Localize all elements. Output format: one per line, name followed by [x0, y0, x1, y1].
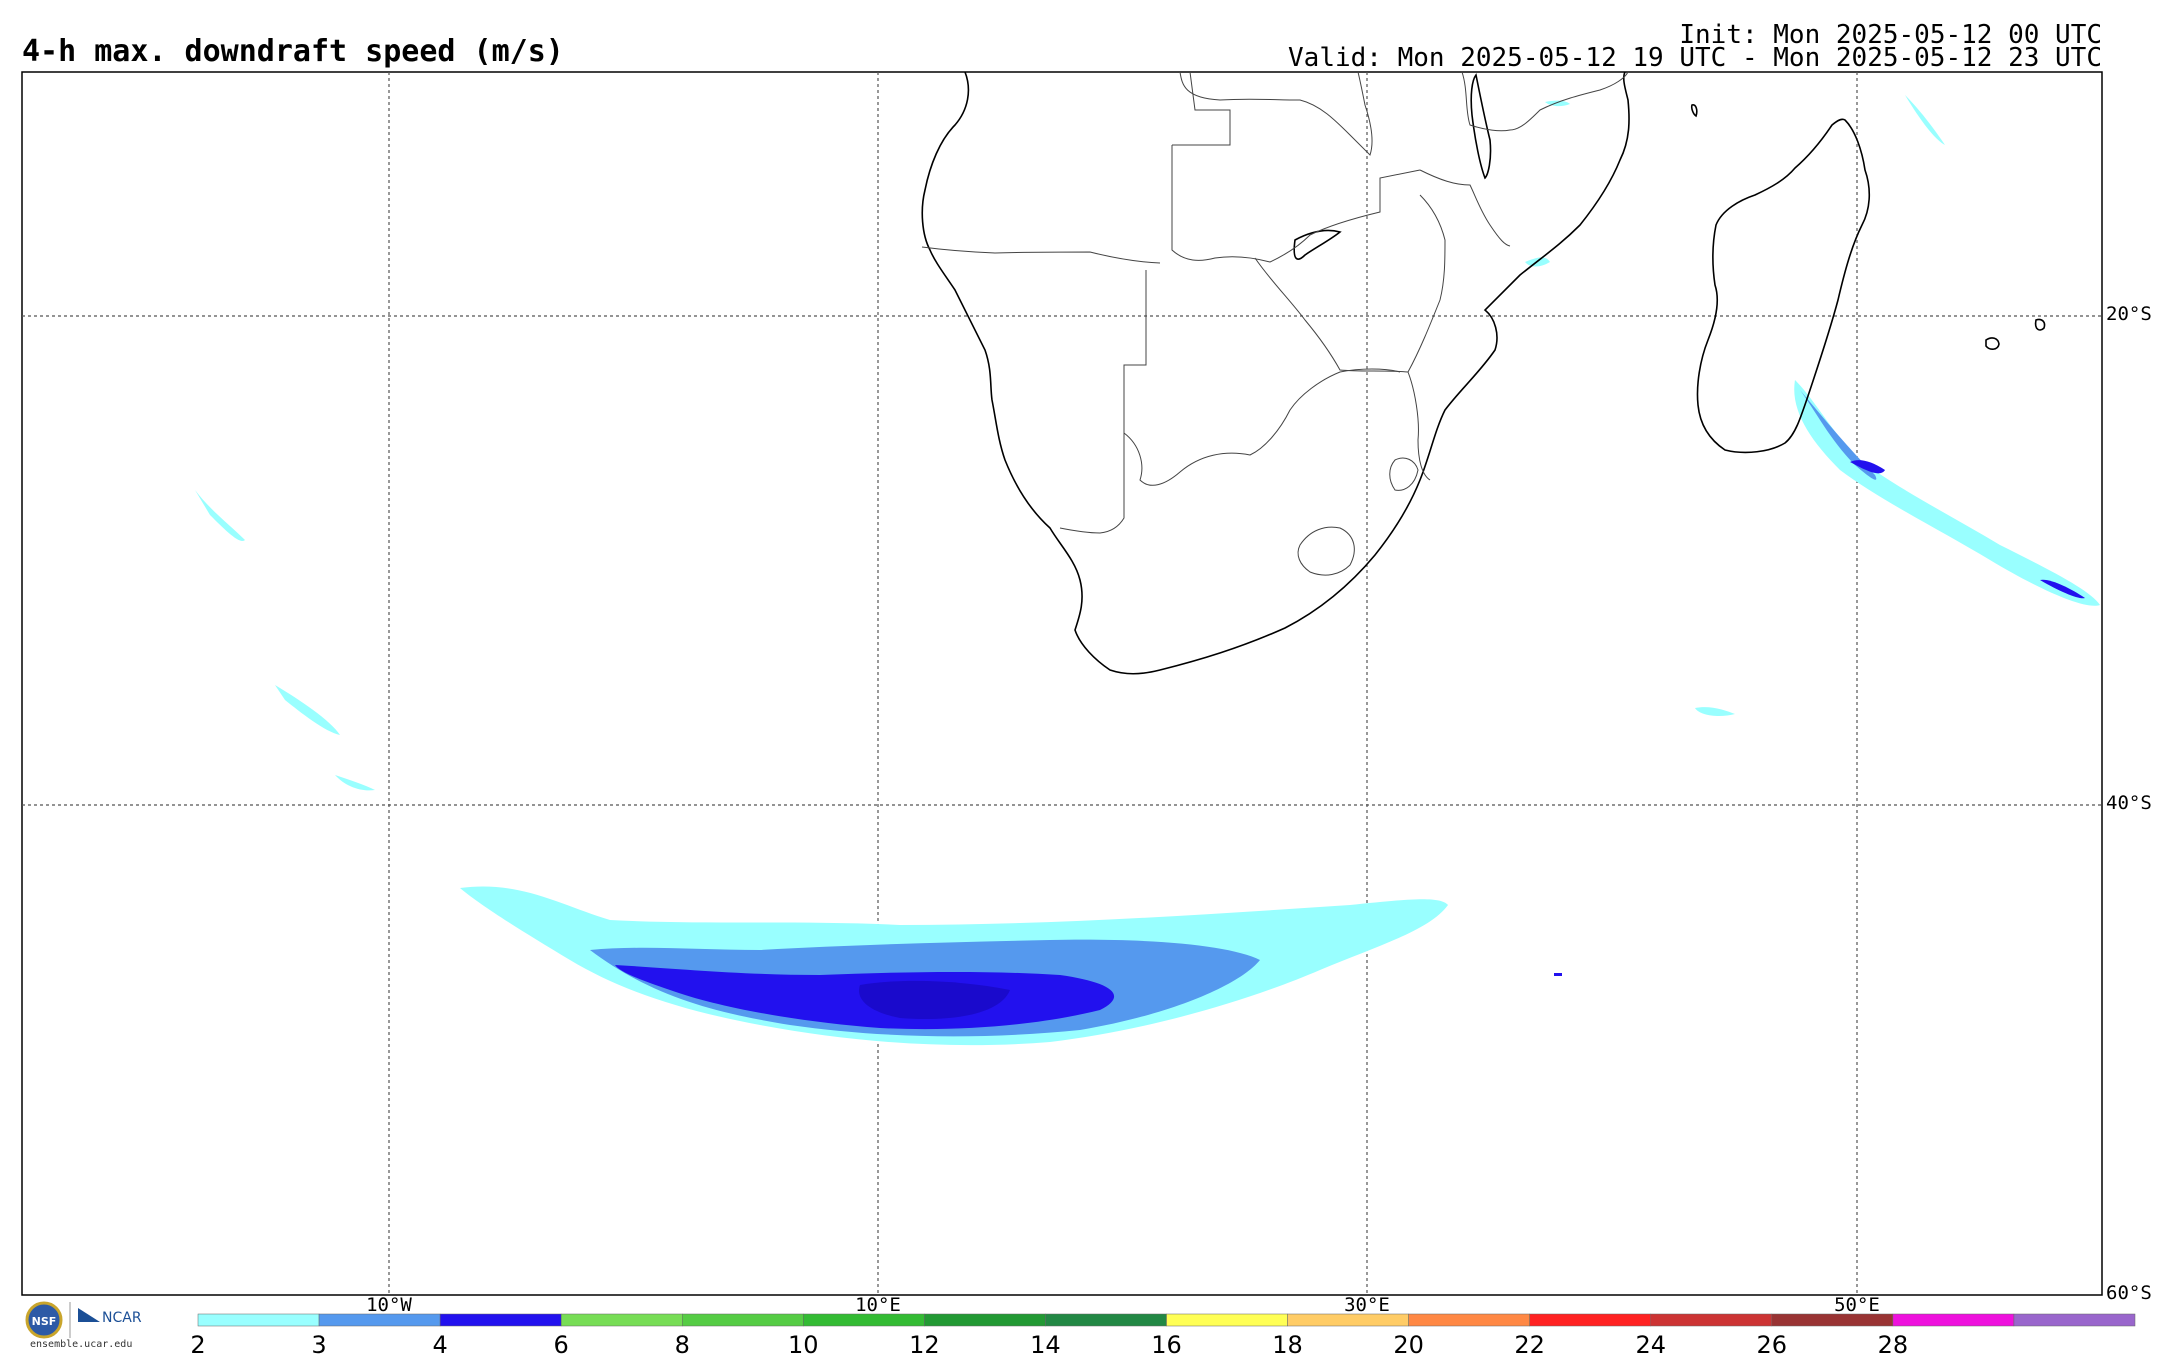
border-zimbabwe	[1254, 194, 1446, 373]
ncar-logo-icon	[78, 1308, 100, 1322]
nsf-ncar-logo: NSF NCAR	[25, 1301, 142, 1339]
colorbar-tick-label: 18	[1272, 1331, 1303, 1359]
colorbar-swatch	[924, 1313, 1046, 1327]
eswatini	[1389, 457, 1419, 491]
colorbar-swatch	[2013, 1313, 2136, 1327]
lat-label-20s: 20°S	[2106, 303, 2152, 325]
colorbar-tick-label: 6	[553, 1331, 569, 1359]
borders	[921, 71, 1629, 576]
colorbar-swatch	[197, 1313, 320, 1327]
colorbar-swatch	[1045, 1313, 1167, 1327]
graticule	[22, 72, 2102, 1295]
colorbar-tick-label: 26	[1756, 1331, 1788, 1359]
lake-malawi	[1470, 73, 1492, 180]
coastlines	[921, 71, 2046, 675]
speckles	[195, 95, 1945, 791]
colorbar-tick-label: 16	[1151, 1331, 1182, 1359]
colorbar-swatch	[439, 1313, 562, 1327]
colorbar-swatch	[682, 1313, 804, 1327]
africa-coast	[921, 71, 1630, 675]
border-angola-namibia	[921, 246, 1161, 264]
colorbar-swatch	[1650, 1313, 1773, 1327]
colorbar-tick-label: 20	[1393, 1331, 1424, 1359]
map-frame	[21, 71, 2103, 1296]
colorbar-tick-label: 8	[674, 1331, 690, 1359]
colorbar-tick-label: 14	[1030, 1331, 1061, 1359]
downdraft-streak-east	[1695, 380, 2100, 716]
valid-time: Valid: Mon 2025-05-12 19 UTC - Mon 2025-…	[1288, 43, 2102, 73]
colorbar	[197, 1313, 2136, 1327]
colorbar-swatch	[560, 1313, 683, 1327]
downdraft-band-south	[460, 886, 1448, 1046]
nsf-logo-icon	[25, 1301, 63, 1339]
colorbar-tick-label: 24	[1635, 1331, 1667, 1359]
init-time: Init: Mon 2025-05-12 00 UTC	[1679, 20, 2102, 50]
madagascar-coast	[1696, 118, 1871, 454]
speck-dark	[1554, 973, 1562, 976]
colorbar-tick-label: 4	[432, 1331, 448, 1359]
border-mozambique	[1407, 169, 1511, 481]
colorbar-swatch	[1529, 1313, 1651, 1327]
border-namibia-botswana	[1059, 270, 1147, 534]
site-url: ensemble.ucar.edu	[30, 1339, 133, 1350]
reunion	[2034, 318, 2046, 331]
lon-label-30e: 30°E	[1344, 1294, 1390, 1316]
border-zambia	[1171, 71, 1421, 263]
mauritius	[1985, 337, 2000, 350]
colorbar-tick-label: 10	[788, 1331, 819, 1359]
border-tanzania	[1461, 71, 1629, 132]
colorbar-tick-label: 3	[311, 1331, 327, 1359]
lon-label-10e: 10°E	[855, 1294, 901, 1316]
colorbar-tick-label: 22	[1514, 1331, 1545, 1359]
lon-label-10w: 10°W	[366, 1294, 412, 1316]
comoros	[1690, 104, 1698, 118]
shading-core	[859, 980, 1010, 1020]
svg-text:NSF: NSF	[32, 1315, 57, 1328]
map-title: 4-h max. downdraft speed (m/s)	[22, 34, 564, 69]
colorbar-swatch	[1408, 1313, 1530, 1327]
border-drc	[1179, 71, 1373, 156]
border-botswana-sa	[1123, 368, 1401, 486]
colorbar-tick-label: 28	[1877, 1331, 1909, 1359]
svg-text:NCAR: NCAR	[102, 1310, 142, 1326]
lat-label-40s: 40°S	[2106, 792, 2152, 814]
lat-label-60s: 60°S	[2106, 1282, 2152, 1304]
colorbar-tick-label: 12	[909, 1331, 940, 1359]
colorbar-swatch	[1892, 1313, 2015, 1327]
lesotho	[1297, 526, 1355, 576]
lon-label-50e: 50°E	[1834, 1294, 1880, 1316]
colorbar-tick-label: 2	[190, 1331, 206, 1359]
colorbar-swatch	[1166, 1313, 1288, 1327]
